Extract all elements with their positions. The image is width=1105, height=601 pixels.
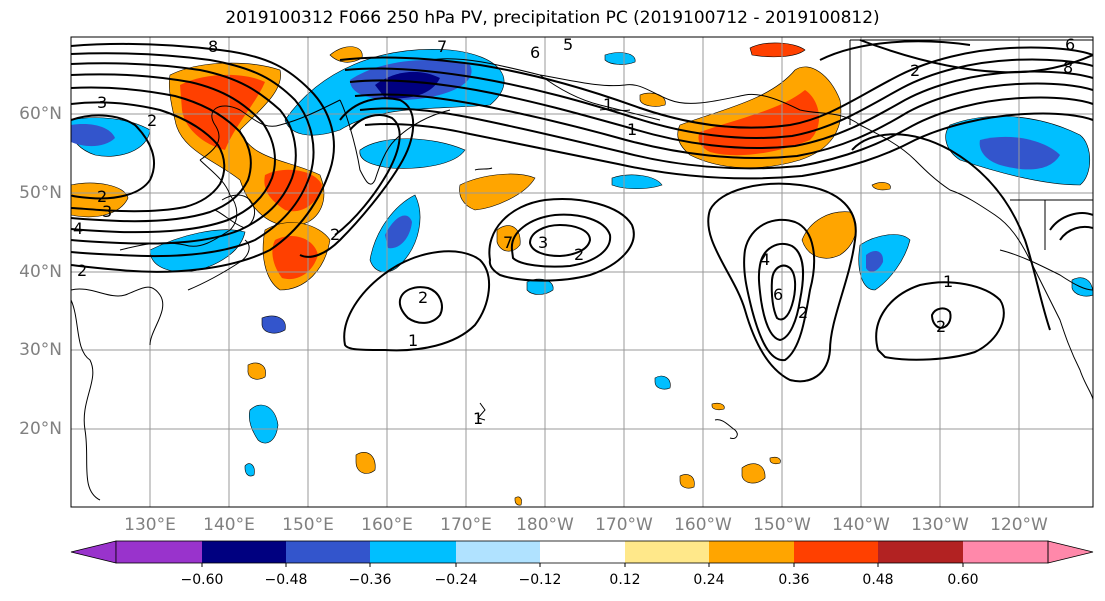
colorbar-left-arrow: [70, 540, 117, 564]
colorbar: [70, 540, 1094, 567]
plot-frame: [70, 36, 1094, 508]
contour-label: 7: [437, 37, 447, 56]
colorbar-tick-label: 0.48: [862, 572, 894, 588]
contour-label: 2: [97, 187, 107, 206]
contour-label: 3: [97, 93, 107, 112]
contour-label: 1: [473, 409, 483, 428]
contour-label: 6: [773, 285, 783, 304]
colorbar-tick-label: 0.60: [947, 572, 979, 588]
lon-label: 140°W: [832, 515, 890, 535]
colorbar-segment: [202, 541, 286, 563]
lon-label: 170°E: [440, 515, 492, 535]
colorbar-tick-label: −0.12: [518, 572, 562, 588]
contour-label: 6: [530, 43, 540, 62]
pv-contours: [71, 39, 1093, 383]
colorbar-segment: [116, 541, 202, 563]
colorbar-segment: [878, 541, 963, 563]
lat-label: 30°N: [19, 340, 62, 360]
contour-label: 1: [603, 95, 613, 114]
lon-label: 130°E: [124, 515, 176, 535]
colorbar-segment: [963, 541, 1048, 563]
colorbar-segment: [709, 541, 794, 563]
map-title: 2019100312 F066 250 hPa PV, precipitatio…: [225, 8, 880, 28]
lon-label: 180°W: [516, 515, 574, 535]
lat-label: 50°N: [19, 183, 62, 203]
contour-label: 2: [330, 225, 340, 244]
lon-label: 130°W: [911, 515, 969, 535]
contour-label: 5: [563, 35, 573, 54]
lat-label: 20°N: [19, 419, 62, 439]
contour-label: 3: [102, 202, 112, 221]
contour-label: 2: [910, 61, 920, 80]
colorbar-tick-label: −0.36: [348, 572, 392, 588]
lon-label: 150°W: [753, 515, 811, 535]
colorbar-right-arrow: [1047, 540, 1094, 564]
colorbar-tick-label: 0.36: [778, 572, 810, 588]
contour-label: 2: [936, 317, 946, 336]
contour-label: 8: [208, 37, 218, 56]
colorbar-tick-label: −0.60: [180, 572, 224, 588]
lon-label: 150°E: [282, 515, 334, 535]
contour-label: 1: [408, 331, 418, 350]
lon-label: 120°W: [990, 515, 1048, 535]
contour-label: 6: [1065, 35, 1075, 54]
colorbar-segment: [540, 541, 625, 563]
contour-labels: 8 7 6 5 3 2 3 2 4 2 7 3 2 1 2 1 2 2 6 4 …: [73, 35, 1075, 428]
lat-label: 40°N: [19, 262, 62, 282]
colorbar-tick-label: −0.24: [434, 572, 478, 588]
contour-label: 7: [503, 233, 513, 252]
contour-label: 4: [760, 250, 770, 269]
colorbar-tick-label: 0.24: [693, 572, 725, 588]
contour-label: 1: [943, 272, 953, 291]
lon-label: 160°E: [361, 515, 413, 535]
contour-label: 8: [1063, 58, 1073, 77]
contour-label: 1: [627, 120, 637, 139]
contour-label: 2: [147, 111, 157, 130]
contour-label: 2: [77, 261, 87, 280]
colorbar-tick-label: 0.12: [609, 572, 641, 588]
colorbar-segment: [794, 541, 878, 563]
colorbar-tick-label: −0.48: [264, 572, 308, 588]
colorbar-segment: [456, 541, 540, 563]
colorbar-segment: [625, 541, 709, 563]
lon-label: 160°W: [674, 515, 732, 535]
colorbar-segment: [286, 541, 370, 563]
colorbar-segment: [370, 541, 456, 563]
contour-label: 3: [538, 233, 548, 252]
lon-label: 170°W: [595, 515, 653, 535]
contour-label: 2: [574, 245, 584, 264]
contour-label: 4: [73, 219, 83, 238]
lon-label: 140°E: [203, 515, 255, 535]
contour-label: 2: [418, 288, 428, 307]
contour-label: 2: [798, 303, 808, 322]
lat-label: 60°N: [19, 104, 62, 124]
